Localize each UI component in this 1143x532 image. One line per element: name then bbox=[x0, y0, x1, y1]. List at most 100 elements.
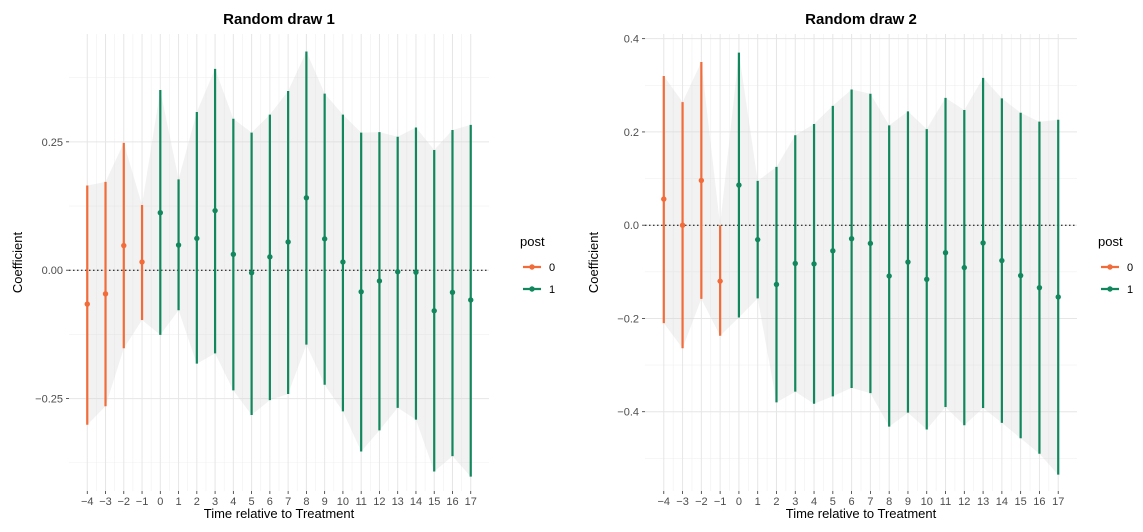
chart-2-point bbox=[980, 240, 986, 246]
chart-2-point bbox=[999, 257, 1005, 264]
chart-2-point bbox=[942, 250, 949, 256]
chart-2-legend-key-point bbox=[1107, 286, 1113, 292]
chart-1-point bbox=[449, 289, 456, 295]
chart-1-point bbox=[139, 259, 145, 265]
chart-2-point bbox=[1036, 284, 1043, 291]
chart-2-y-tick-label: −0.2 bbox=[617, 313, 639, 325]
chart-2-point bbox=[924, 276, 930, 282]
chart-1-y-tick-label: −0.25 bbox=[35, 394, 63, 406]
chart-1-point bbox=[285, 239, 291, 245]
chart-1-x-tick-label: 2 bbox=[194, 496, 200, 508]
chart-1-x-tick-label: 7 bbox=[285, 496, 291, 508]
chart-1-point bbox=[84, 301, 90, 307]
chart-1-x-tick-label: 3 bbox=[212, 496, 218, 508]
chart-2-x-tick-label: 3 bbox=[792, 496, 798, 508]
chart-1-y-axis: −0.25 0.00 0.25 bbox=[35, 137, 69, 406]
chart-2-x-tick-label: 10 bbox=[921, 496, 933, 508]
chart-2-y-tick-label: 0.2 bbox=[624, 127, 639, 139]
chart-1-point bbox=[194, 235, 200, 242]
chart-2-y-tick-label: 0.0 bbox=[624, 220, 639, 232]
chart-2-x-tick-label: 14 bbox=[996, 496, 1008, 508]
chart-2-point bbox=[736, 182, 742, 188]
chart-2-x-axis: −4 −3 −2 −1 0 1 2 3 4 5 6 7 8 9 10 11 12 13 14 15 16 17 bbox=[658, 491, 1064, 508]
chart-1-x-tick-label: 9 bbox=[322, 496, 328, 508]
chart-2-x-tick-label: 0 bbox=[736, 496, 742, 508]
chart-2-x-tick-label: 15 bbox=[1015, 496, 1027, 508]
chart-2-point bbox=[961, 264, 968, 271]
chart-1-point bbox=[376, 278, 383, 284]
chart-2-legend-label: 0 bbox=[1127, 262, 1133, 274]
chart-1-x-tick-label: 11 bbox=[355, 496, 366, 508]
chart-1-point bbox=[102, 291, 109, 297]
chart-1-x-tick-label: 6 bbox=[267, 496, 273, 508]
chart-2-x-tick-label: 5 bbox=[830, 496, 836, 508]
chart-1-point bbox=[121, 242, 127, 249]
chart-1-point bbox=[321, 236, 328, 242]
chart-2-series-0 bbox=[661, 61, 723, 349]
chart-1-x-tick-label: 13 bbox=[392, 496, 404, 508]
chart-1-y-axis-title: Coefficient bbox=[10, 232, 25, 294]
chart-2-x-tick-label: 4 bbox=[811, 496, 817, 508]
chart-2-point bbox=[698, 177, 705, 184]
chart-1-confidence-ribbon bbox=[87, 51, 471, 477]
chart-1-x-tick-label: 10 bbox=[337, 496, 349, 508]
chart-1-point bbox=[340, 259, 346, 265]
chart-2-legend-label: 1 bbox=[1127, 284, 1133, 296]
chart-1-point bbox=[248, 270, 255, 276]
chart-2-point bbox=[717, 278, 723, 284]
chart-1-x-tick-label: 12 bbox=[373, 496, 385, 508]
chart-1-legend-title: post bbox=[520, 234, 545, 249]
chart-2-x-tick-label: 11 bbox=[940, 496, 951, 508]
chart-1-point bbox=[175, 242, 182, 248]
chart-2-point bbox=[905, 259, 911, 265]
chart-1-point bbox=[157, 209, 164, 216]
chart-1-point bbox=[212, 207, 218, 214]
chart-2-x-tick-label: 12 bbox=[958, 496, 970, 508]
chart-2-x-axis-title: Time relative to Treatment bbox=[786, 506, 937, 521]
chart-2-x-tick-label: −3 bbox=[676, 496, 689, 508]
chart-1: −4 −3 −2 −1 0 1 2 3 4 5 6 7 8 9 10 11 12 13 14 15 16 17−0.250… bbox=[10, 11, 555, 521]
chart-1-x-tick-label: 0 bbox=[157, 496, 163, 508]
chart-2-x-tick-label: −1 bbox=[714, 496, 727, 508]
chart-2: −4 −3 −2 −1 0 1 2 3 4 5 6 7 8 9 10 11 12 13 14 15 16 17−0.4−0… bbox=[586, 11, 1133, 521]
chart-2-confidence-ribbon bbox=[663, 52, 1059, 475]
chart-2-x-tick-label: 1 bbox=[755, 496, 761, 508]
chart-1-x-tick-label: 15 bbox=[428, 496, 440, 508]
chart-2-y-axis-title: Coefficient bbox=[586, 232, 601, 294]
chart-1-x-tick-label: 1 bbox=[176, 496, 182, 508]
chart-1-point bbox=[413, 269, 419, 275]
chart-1-series-0 bbox=[84, 142, 145, 425]
chart-1-title: Random draw 1 bbox=[223, 11, 335, 28]
chart-2-point bbox=[1017, 272, 1024, 279]
chart-1-point bbox=[267, 254, 273, 260]
chart-2-x-tick-label: −2 bbox=[695, 496, 708, 508]
chart-1-x-tick-label: 4 bbox=[230, 496, 236, 508]
chart-1-point bbox=[468, 297, 474, 303]
chart-2-point bbox=[773, 281, 780, 288]
chart-2-legend-title: post bbox=[1098, 234, 1123, 249]
chart-2-title: Random draw 2 bbox=[805, 11, 917, 28]
chart-2-y-axis: −0.4 −0.2 0.0 0.2 0.4 bbox=[617, 34, 645, 419]
chart-1-y-tick-label: 0.00 bbox=[42, 265, 63, 277]
chart-2-point bbox=[792, 260, 798, 267]
chart-1-x-tick-label: −4 bbox=[81, 496, 94, 508]
chart-2-x-tick-label: 2 bbox=[773, 496, 779, 508]
chart-2-point bbox=[811, 261, 817, 267]
chart-1-point bbox=[303, 195, 310, 201]
chart-1-legend-key-point bbox=[529, 264, 535, 270]
chart-1-legend-key-point bbox=[529, 286, 535, 292]
chart-1-x-axis-title: Time relative to Treatment bbox=[204, 506, 355, 521]
chart-2-x-tick-label: 6 bbox=[849, 496, 855, 508]
chart-1-x-tick-label: −3 bbox=[99, 496, 112, 508]
chart-1-x-tick-label: −2 bbox=[118, 496, 131, 508]
chart-2-point bbox=[867, 240, 874, 247]
chart-1-legend-label: 0 bbox=[549, 262, 555, 274]
chart-2-x-tick-label: 8 bbox=[886, 496, 892, 508]
chart-1-point bbox=[230, 251, 237, 257]
chart-2-x-tick-label: −4 bbox=[658, 496, 671, 508]
chart-1-series-1 bbox=[157, 51, 474, 477]
chart-2-point bbox=[848, 236, 855, 242]
chart-1-point bbox=[358, 289, 364, 295]
chart-2-x-tick-label: 16 bbox=[1033, 496, 1045, 508]
chart-1-x-tick-label: 17 bbox=[465, 496, 477, 508]
